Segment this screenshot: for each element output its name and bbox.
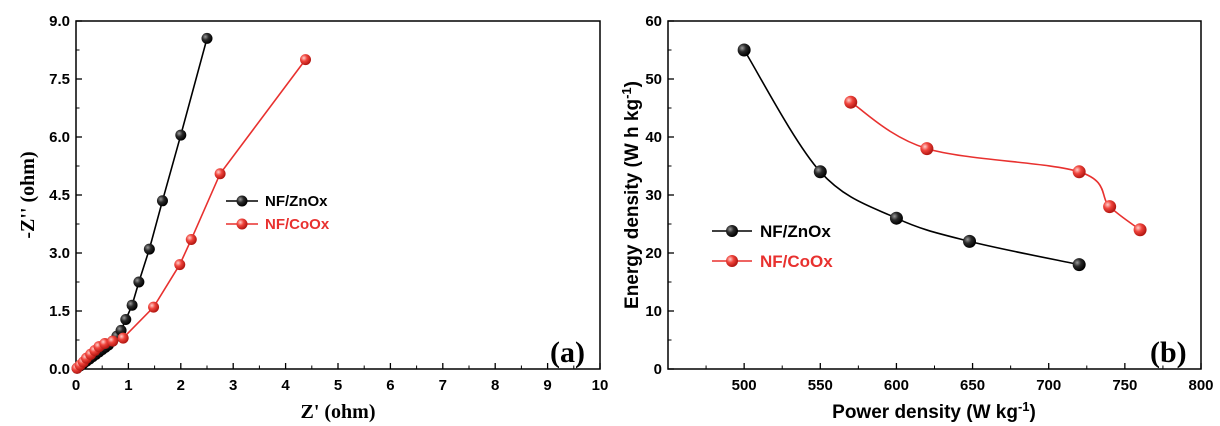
y-tick-label: 0: [654, 361, 662, 378]
data-point: [813, 165, 827, 179]
x-tick-label: 800: [1188, 377, 1213, 394]
x-tick-label: 9: [543, 377, 551, 394]
y-tick-label: 4.5: [49, 187, 70, 204]
legend-b-label-zno: NF/ZnOx: [760, 222, 831, 241]
y-tick-label: 40: [645, 129, 662, 146]
x-tick-label: 6: [386, 377, 394, 394]
chart-a-panel-label: (a): [550, 336, 585, 369]
chart-b-series: [737, 43, 1147, 272]
legend-b-marker-coo: [726, 255, 738, 267]
chart-b-xlabel: Power density (W kg-1): [832, 399, 1036, 424]
x-tick-label: 7: [439, 377, 447, 394]
chart-a-legend: NF/ZnOx NF/CoOx: [226, 193, 330, 233]
x-tick-label: 500: [732, 377, 757, 394]
data-point: [174, 259, 186, 271]
x-tick-label: 600: [884, 377, 909, 394]
data-point: [143, 243, 155, 255]
data-point: [963, 234, 977, 248]
y-tick-label: 20: [645, 245, 662, 262]
data-point: [133, 276, 145, 288]
y-tick-label: 3.0: [49, 245, 70, 262]
data-point: [1072, 165, 1086, 179]
y-tick-label: 7.5: [49, 71, 70, 88]
chart-b-panel-label: (b): [1150, 336, 1187, 369]
legend-a-label-zno: NF/ZnOx: [265, 193, 328, 210]
x-tick-label: 10: [592, 377, 609, 394]
legend-a-marker-zno: [236, 195, 248, 207]
x-tick-label: 3: [229, 377, 237, 394]
legend-b-marker-zno: [726, 225, 738, 237]
data-point: [175, 129, 187, 141]
data-point: [201, 32, 213, 44]
data-point: [120, 314, 132, 326]
data-point: [920, 142, 934, 156]
chart-b-y-ticks: 0 10 20 30 40 50 60: [645, 13, 674, 378]
x-tick-label: 700: [1036, 377, 1061, 394]
chart-a-y-ticks: 0.0 1.5 3.0 4.5 6.0 7.5 9.0: [49, 13, 82, 378]
chart-a-xlabel: Z' (ohm): [301, 401, 376, 423]
data-point: [889, 211, 903, 225]
x-tick-label: 2: [177, 377, 185, 394]
data-point: [300, 54, 312, 66]
x-tick-label: 550: [808, 377, 833, 394]
x-tick-label: 8: [491, 377, 499, 394]
y-tick-label: 0.0: [49, 361, 70, 378]
y-tick-label: 10: [645, 303, 662, 320]
chart-b-legend: NF/ZnOx NF/CoOx: [712, 222, 833, 271]
data-point: [126, 299, 138, 311]
x-tick-label: 4: [281, 377, 290, 394]
legend-a-marker-coo: [236, 218, 248, 230]
chart-b: 0 10 20 30 40 50 60 500 550 600 650 700 750 800 Powe…: [619, 13, 1214, 423]
y-tick-label: 1.5: [49, 303, 70, 320]
x-tick-label: 750: [1112, 377, 1137, 394]
data-point: [1072, 258, 1086, 272]
x-tick-label: 650: [960, 377, 985, 394]
y-tick-label: 50: [645, 71, 662, 88]
data-point: [117, 332, 129, 344]
chart-a-x-ticks: 0 1 2 3 4 5 6 7 8 9 10: [72, 363, 609, 394]
legend-b-label-coo: NF/CoOx: [760, 252, 833, 271]
data-point: [185, 233, 197, 245]
data-point: [107, 335, 119, 347]
data-point: [844, 95, 858, 109]
series-line: [76, 59, 307, 369]
chart-a-frame: [75, 20, 601, 370]
chart-b-frame: [667, 20, 1202, 370]
chart-b-x-ticks: 500 550 600 650 700 750 800: [705, 363, 1214, 394]
x-tick-label: 1: [124, 377, 132, 394]
chart-b-ylabel: Energy density (W h kg-1): [619, 81, 644, 309]
data-point: [1103, 200, 1117, 214]
series-line: [850, 101, 1141, 231]
x-tick-label: 0: [72, 377, 80, 394]
data-point: [156, 195, 168, 207]
data-point: [737, 43, 751, 57]
y-tick-label: 9.0: [49, 13, 70, 30]
chart-a-ylabel: -Z'' (ohm): [17, 151, 39, 238]
data-point: [1133, 223, 1147, 237]
legend-a-label-coo: NF/CoOx: [265, 216, 330, 233]
y-tick-label: 60: [645, 13, 662, 30]
y-tick-label: 6.0: [49, 129, 70, 146]
chart-a: 0.0 1.5 3.0 4.5 6.0 7.5 9.0 0 1 2 3 4 5 6 7 8 9 10 Z' (o…: [17, 13, 608, 423]
chart-a-series: [71, 32, 312, 374]
data-point: [214, 168, 226, 180]
y-tick-label: 30: [645, 187, 662, 204]
data-point: [148, 301, 160, 313]
x-tick-label: 5: [334, 377, 342, 394]
